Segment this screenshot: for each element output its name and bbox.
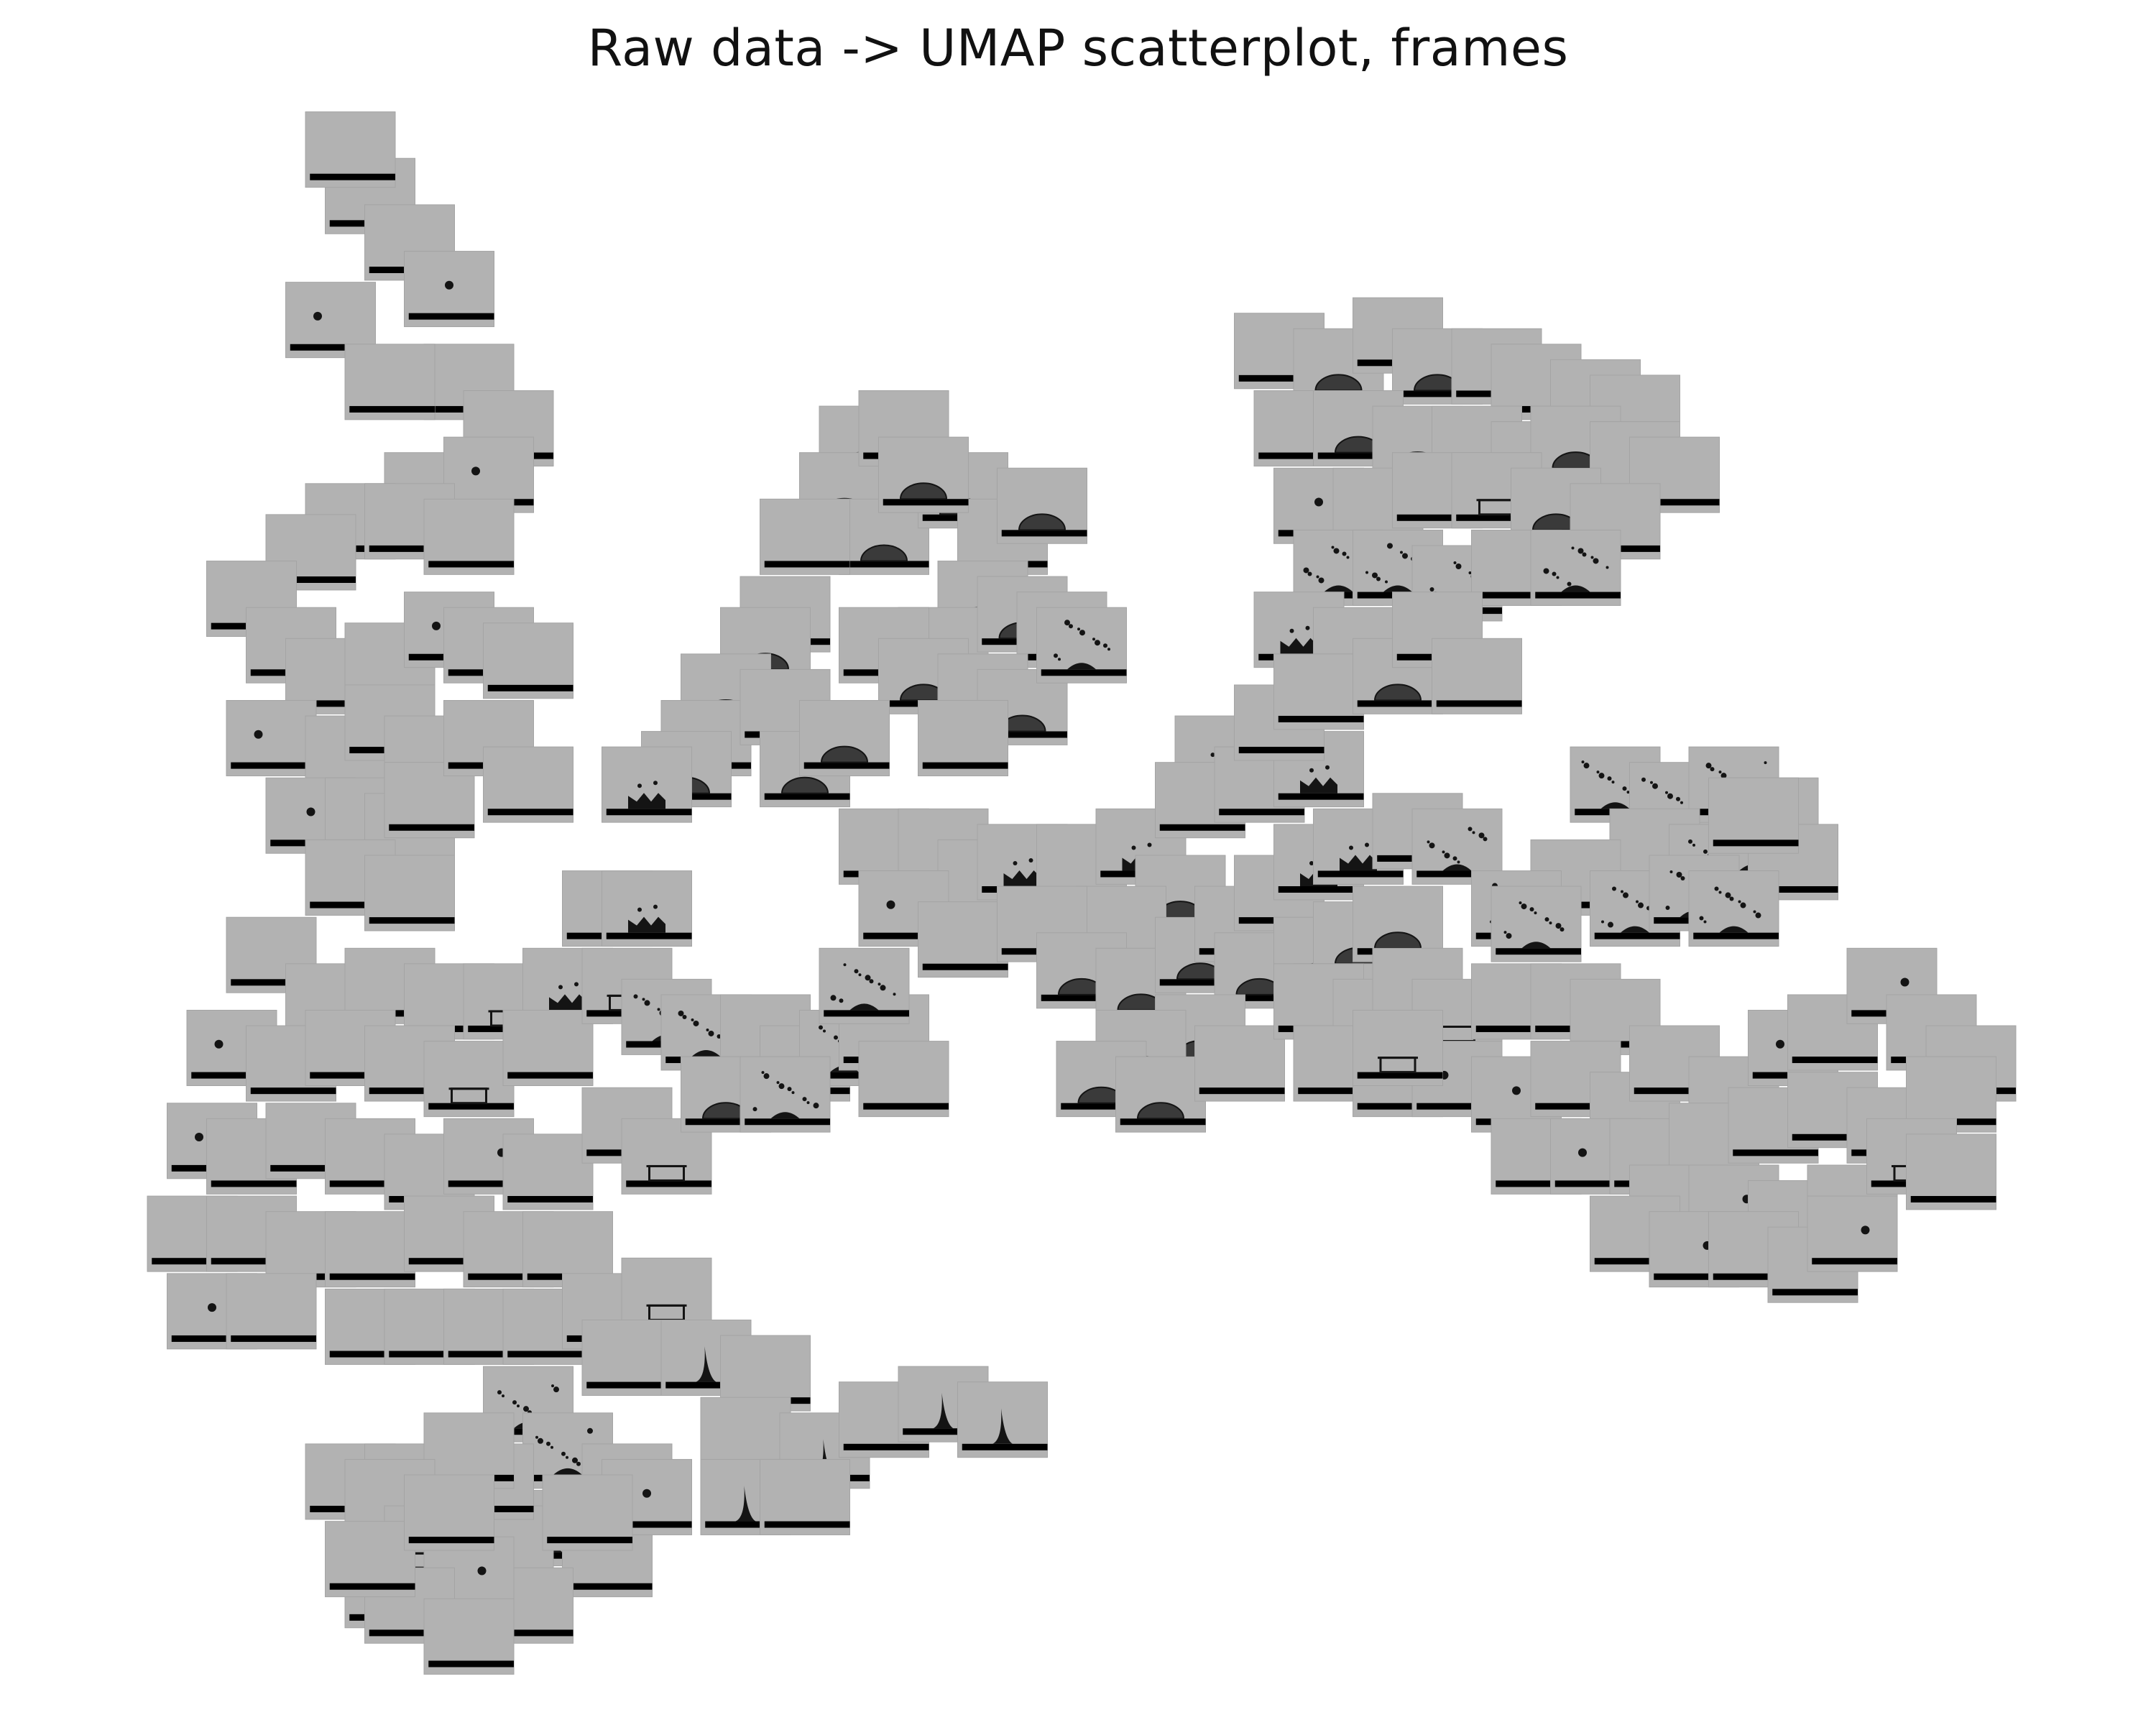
cluster-9 <box>325 1458 515 1675</box>
frame-thumbnail <box>226 1273 317 1350</box>
frame-thumbnail <box>819 947 910 1024</box>
cluster-2 <box>147 916 1048 1644</box>
frame-thumbnail <box>1273 653 1364 730</box>
frame-thumbnail <box>799 700 890 776</box>
cluster-4 <box>602 390 1127 823</box>
frame-thumbnail <box>404 251 494 328</box>
frame-thumbnail <box>423 1041 515 1118</box>
frame-thumbnail <box>1115 1056 1206 1133</box>
frame-thumbnail <box>364 855 455 932</box>
cluster-8 <box>1273 947 2017 1303</box>
frame-thumbnail <box>858 1041 949 1118</box>
frame-thumbnail <box>483 622 573 699</box>
frame-thumbnail <box>878 436 969 513</box>
frame-thumbnail <box>483 746 573 823</box>
frame-thumbnail <box>1036 607 1127 684</box>
frame-thumbnail <box>226 700 317 776</box>
frame-thumbnail <box>1530 529 1621 606</box>
frame-thumbnail <box>1194 1025 1285 1102</box>
cluster-7 <box>1471 746 1838 962</box>
frame-thumbnail <box>423 498 515 575</box>
frame-thumbnail <box>305 111 396 188</box>
frame-thumbnail <box>325 1211 415 1288</box>
frame-thumbnail <box>325 1521 415 1598</box>
frame-thumbnail <box>602 870 692 947</box>
frame-thumbnail <box>502 1010 594 1086</box>
frame-thumbnail <box>344 344 436 420</box>
frame-thumbnail <box>918 700 1008 776</box>
cluster-6 <box>1234 297 1720 730</box>
frame-thumbnail <box>502 1133 594 1210</box>
frame-thumbnail <box>1688 870 1779 947</box>
frame-thumbnail <box>542 1474 633 1551</box>
cluster-3 <box>562 870 949 1133</box>
frame-thumbnail <box>581 1320 673 1396</box>
chart-title: Raw data -> UMAP scatterplot, frames <box>587 19 1569 78</box>
frame-thumbnail <box>404 1474 494 1551</box>
frame-thumbnail <box>997 467 1087 544</box>
frame-thumbnail <box>760 498 850 575</box>
frame-thumbnail <box>740 1056 831 1133</box>
frame-thumbnail <box>957 1381 1048 1458</box>
frame-thumbnail <box>1491 886 1582 962</box>
frame-thumbnail <box>1906 1133 1996 1210</box>
cluster-5 <box>839 684 1503 1133</box>
frame-thumbnail <box>1708 777 1799 854</box>
frame-thumbnail <box>1353 1010 1443 1086</box>
frame-thumbnail <box>602 746 692 823</box>
frame-thumbnail <box>1807 1195 1898 1272</box>
frame-thumbnail <box>760 1458 850 1535</box>
cluster-1 <box>206 111 573 932</box>
frame-thumbnail <box>1432 638 1522 714</box>
frame-thumbnail <box>918 901 1008 978</box>
frame-thumbnail <box>423 1598 515 1675</box>
